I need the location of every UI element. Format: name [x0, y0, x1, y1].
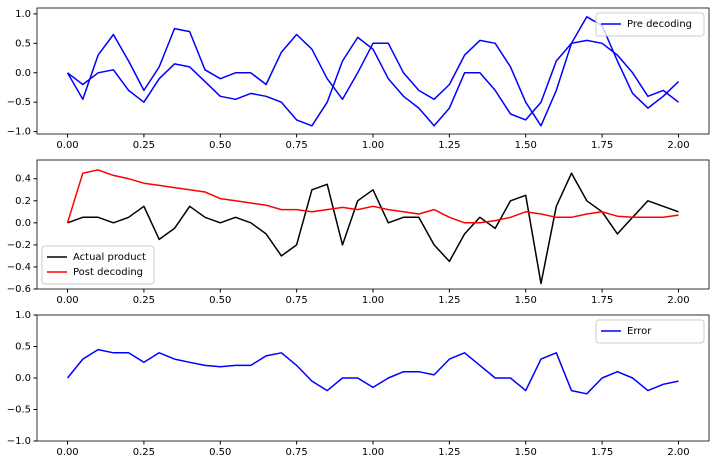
legend-label: Error [627, 326, 652, 337]
x-tick-label: 1.50 [515, 140, 537, 151]
series-line [66, 16, 680, 127]
y-tick-label: 0.2 [15, 196, 31, 207]
legend-frame [595, 319, 705, 344]
x-tick-label: 2.00 [667, 447, 689, 458]
legend-frame [595, 12, 705, 37]
x-tick-label: 1.75 [591, 447, 613, 458]
subplot: 0.00 0.25 0.50 0.75 1.00 1.25 1.50 1.75 2.00 −1.0… [7, 7, 710, 151]
axes-frame [36, 314, 710, 442]
y-tick-label: −1.0 [7, 127, 31, 138]
x-tick-label: 1.50 [515, 295, 537, 306]
x-tick-label: 0.25 [133, 295, 155, 306]
axes-frame [36, 7, 710, 135]
x-tick-label: 0.50 [209, 140, 231, 151]
x-tick-label: 0.25 [133, 140, 155, 151]
x-tick-label: 1.50 [515, 447, 537, 458]
legend-label: Post decoding [73, 267, 143, 278]
y-tick-label: −0.2 [7, 240, 31, 251]
x-tick-label: 0.00 [56, 295, 78, 306]
y-tick-label: 1.0 [15, 9, 31, 20]
series-line [67, 36, 679, 127]
y-tick-label: −0.5 [7, 97, 31, 108]
x-tick-label: 0.50 [209, 447, 231, 458]
x-tick-label: 2.00 [667, 140, 689, 151]
x-tick-label: 0.75 [286, 295, 308, 306]
x-tick-label: 0.00 [56, 140, 78, 151]
y-tick-label: −0.4 [7, 262, 31, 273]
x-tick-label: 1.75 [591, 140, 613, 151]
axes-frame [36, 159, 710, 290]
legend-frame [41, 245, 155, 285]
y-tick-label: −0.6 [7, 284, 31, 295]
x-tick-label: 1.25 [438, 140, 460, 151]
subplot: 0.00 0.25 0.50 0.75 1.00 1.25 1.50 1.75 2.00 −1.0… [7, 310, 710, 458]
subplot: 0.00 0.25 0.50 0.75 1.00 1.25 1.50 1.75 2.00 −0.6… [7, 159, 710, 306]
series-line [67, 172, 679, 285]
y-tick-label: −0.5 [7, 405, 31, 416]
y-tick-label: 0.4 [15, 174, 31, 185]
y-tick-label: −1.0 [7, 436, 31, 447]
y-tick-label: 1.0 [15, 310, 31, 321]
x-tick-label: 1.25 [438, 295, 460, 306]
x-tick-label: 0.75 [286, 140, 308, 151]
series-line [66, 348, 679, 395]
y-tick-label: 0.5 [15, 38, 31, 49]
series-line [66, 169, 679, 224]
x-tick-label: 1.75 [591, 295, 613, 306]
x-tick-label: 1.00 [362, 295, 384, 306]
y-tick-label: 0.5 [15, 342, 31, 353]
legend-label: Pre decoding [627, 19, 692, 30]
legend-label: Actual product [73, 252, 146, 263]
x-tick-label: 0.75 [286, 447, 308, 458]
y-tick-label: 0.0 [15, 373, 31, 384]
y-tick-label: 0.0 [15, 218, 31, 229]
x-tick-label: 1.00 [362, 447, 384, 458]
x-tick-label: 1.00 [362, 140, 384, 151]
x-tick-label: 0.00 [56, 447, 78, 458]
y-tick-label: 0.0 [15, 68, 31, 79]
x-tick-label: 0.25 [133, 447, 155, 458]
x-tick-label: 1.25 [438, 447, 460, 458]
x-tick-label: 2.00 [667, 295, 689, 306]
x-tick-label: 0.50 [209, 295, 231, 306]
